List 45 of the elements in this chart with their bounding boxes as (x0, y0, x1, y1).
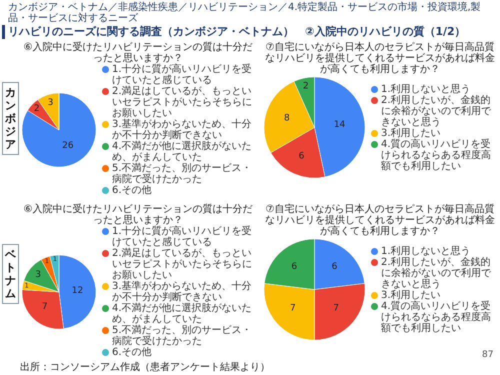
legend-label: 1.十分に質が高いリハビリを受けていたと感じている (112, 64, 253, 86)
legend-label: 5.不満だった、別のサービス・病院で受けたかった (112, 325, 253, 347)
legend-label: 3.利用したい (381, 290, 441, 300)
legend-label: 6.その他 (112, 347, 152, 358)
data-label: 6 (291, 262, 298, 272)
chart-title: ⑥入院中に受けたリハビリテーションの質は十分だったと思いますか？ (22, 42, 254, 64)
chart-title: ⑥入院中に受けたリハビリテーションの質は十分だったと思いますか？ (22, 204, 254, 226)
data-label: 7 (42, 302, 48, 312)
text: カンボジア・ベトナム／非感染性疾患／リハビリテーション／4.特定製品・サービスの市場・投資環境,製品・サービスに対するニーズ (8, 2, 482, 24)
data-label: 8 (284, 114, 290, 124)
text: 87 (482, 350, 494, 360)
data-label: 12 (72, 286, 84, 296)
pie-slice (22, 92, 96, 168)
text: カンボジア (2, 82, 19, 155)
legend-label: 4.質の高いリハビリを受けられるならある程度高額でも利用したい (381, 300, 492, 334)
text: ベトナム (2, 244, 19, 304)
legend-label: 2.利用したいが、金銭的に余裕がないので利用できないと思う (381, 256, 492, 290)
data-label: 2 (34, 104, 40, 114)
data-label: 7 (333, 304, 339, 314)
data-label: 2 (302, 82, 309, 92)
legend-label: 3.基準がわからないため、十分か不十分か判断できない (112, 119, 253, 141)
data-label: 14 (334, 120, 346, 130)
legend-label: 2.満足はしているが、もっといいセラピストがいたらそちらにお願いしたい (112, 86, 253, 119)
legend-label: 2.満足はしているが、もっといいセラピストがいたらそちらにお願いしたい (112, 248, 253, 281)
legend-label: 2.利用したいが、金銭的に余裕がないので利用できないと思う (381, 94, 492, 128)
legend-label: 4.質の高いリハビリを受けられるならある程度高額でも利用したい (381, 138, 492, 172)
chart-title: ⑦自宅にいながら日本人のセラピストが毎日高品質なリハビリを提供してくれるサービスがあれば料金が高くても利用しますか？ (264, 42, 496, 75)
data-label: 26 (62, 141, 74, 152)
data-label: 6 (332, 262, 338, 272)
legend-label: 4.不満だが他に選択肢がないため、がまんしていた (112, 303, 253, 325)
legend-label: 1.利用しないと思う (381, 246, 471, 256)
data-label: 3 (48, 98, 54, 108)
legend-label: 3.基準がわからないため、十分か不十分か判断できない (112, 281, 253, 303)
legend-label: 6.その他 (112, 185, 152, 196)
chart-title: ⑦自宅にいながら日本人のセラピストが毎日高品質なリハビリを提供してくれるサービスがあれば料金が高くても利用しますか？ (264, 204, 496, 237)
legend-label: 1.十分に質が高いリハビリを受けていたと感じている (112, 226, 253, 248)
data-label: 6 (298, 152, 305, 162)
data-label: 3 (35, 270, 42, 280)
legend-label: 5.不満だった、別のサービス・病院で受けたかった (112, 163, 253, 185)
legend-label: 1.利用しないと思う (381, 84, 471, 94)
legend-label: 4.不満だが他に選択肢がないため、がまんしていた (112, 141, 253, 163)
data-label: 7 (290, 304, 296, 314)
text: リハビリのニーズに関する調査（カンボジア・ベトナム） ②入院中のリハビリの質（1/2） (8, 25, 467, 39)
legend-label: 3.利用したい (381, 128, 441, 138)
text: 出所：コンソーシアム作成（患者アンケート結果より） (20, 362, 270, 374)
